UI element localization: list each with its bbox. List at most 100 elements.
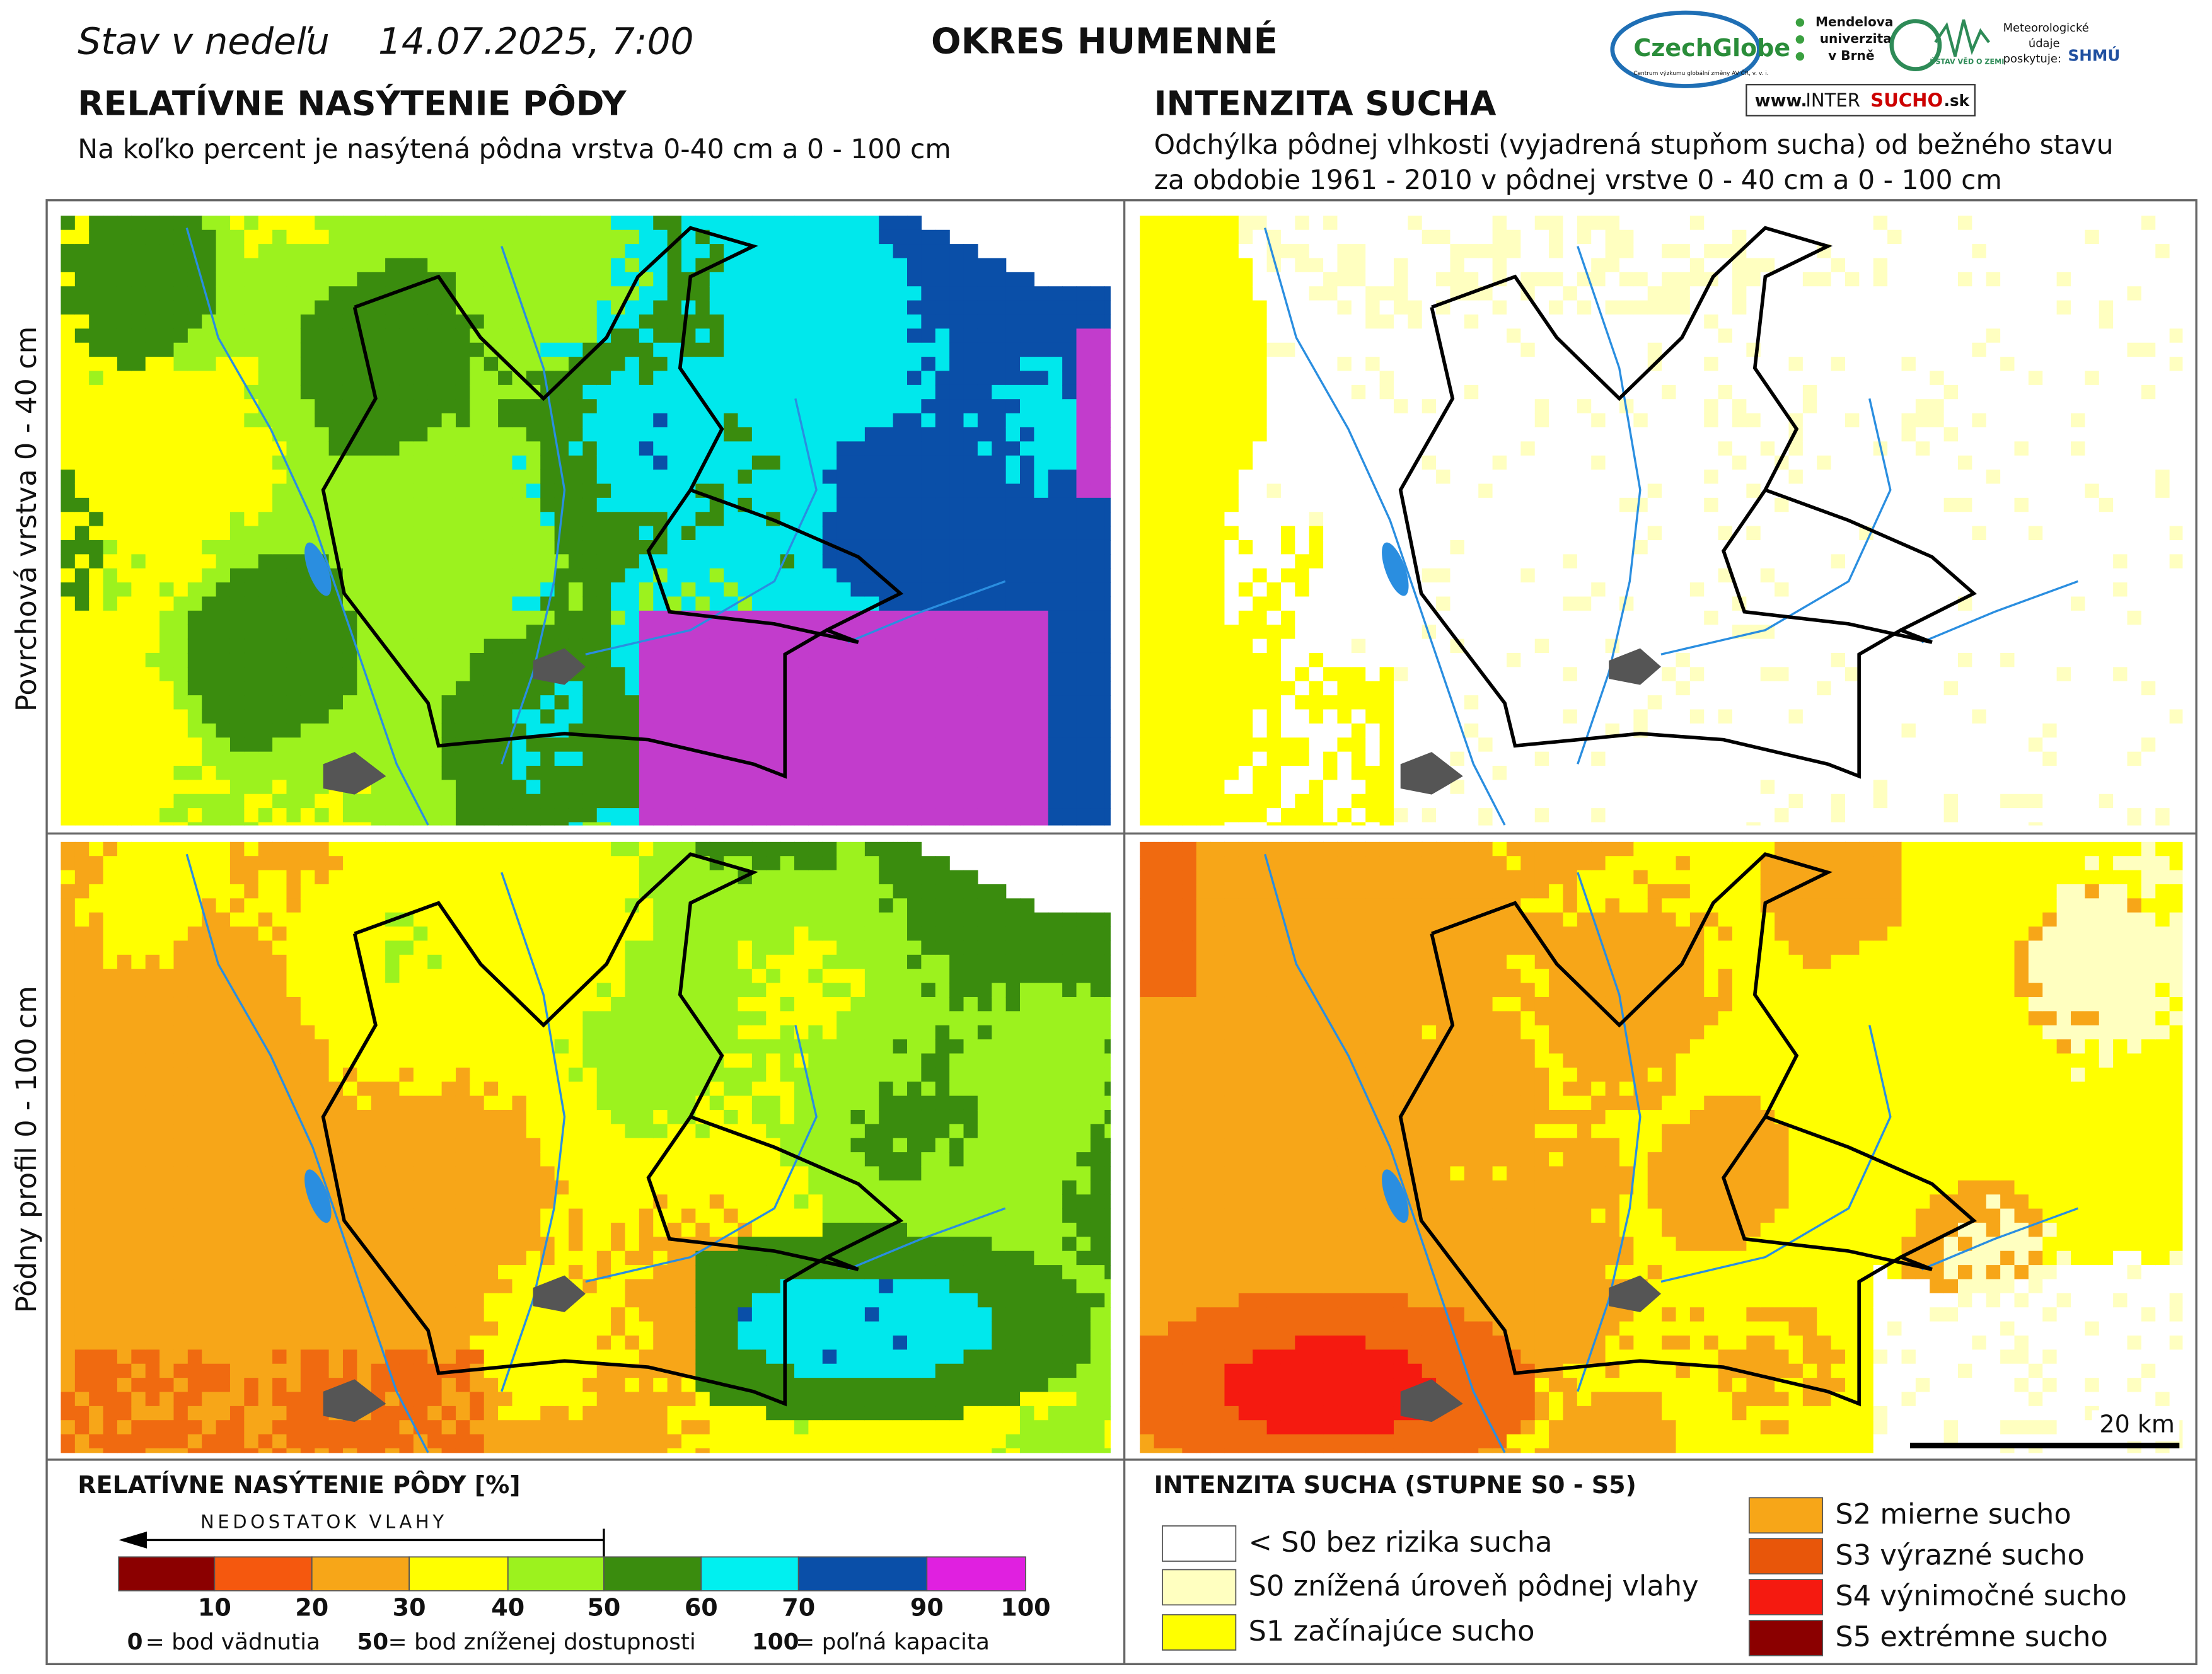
map-cell [1492, 342, 1507, 357]
map-cell [159, 737, 175, 753]
map-cell [74, 568, 90, 583]
map-cell [977, 328, 992, 343]
map-cell [229, 638, 245, 654]
map-cell [1662, 794, 1677, 809]
map-cell [315, 652, 330, 668]
map-cell [992, 483, 1007, 499]
map-cell [992, 596, 1007, 611]
map-cell [822, 808, 837, 823]
map-cell [1154, 427, 1169, 442]
map-cell [187, 667, 202, 682]
map-cell [173, 512, 188, 527]
map-cell [131, 470, 146, 485]
map-cell [568, 229, 584, 245]
map-cell [1154, 526, 1169, 541]
town [323, 752, 386, 795]
map-cell [1591, 244, 1606, 259]
map-cell [625, 638, 640, 654]
map-cell [1506, 667, 1522, 682]
map-cell [639, 822, 654, 826]
map-cell [159, 568, 175, 583]
map-cell [1076, 667, 1091, 682]
map-cell [1154, 638, 1169, 654]
map-cell [1379, 582, 1394, 597]
map-cell [1662, 667, 1677, 682]
map-cell [1280, 399, 1296, 414]
map-cell [625, 540, 640, 555]
map-cell [61, 638, 76, 654]
map-cell [399, 625, 414, 640]
map-cell [498, 695, 513, 710]
map-cell [244, 540, 259, 555]
map-cell [413, 709, 428, 724]
map-cell [1224, 314, 1239, 330]
map-cell [117, 568, 132, 583]
map-cell [74, 413, 90, 428]
map-cell [907, 413, 922, 428]
map-cell [724, 780, 739, 795]
map-cell [1253, 737, 1268, 753]
map-cell [173, 314, 188, 330]
map-cell [258, 766, 273, 781]
map-cell [1605, 638, 1620, 654]
map-cell [596, 384, 611, 400]
map-cell [1167, 413, 1183, 428]
map-cell [455, 638, 471, 654]
map-cell [1464, 229, 1479, 245]
map-cell [738, 413, 753, 428]
map-cell [1534, 455, 1549, 470]
map-cell [1048, 737, 1063, 753]
map-cell [850, 652, 866, 668]
map-cell [202, 216, 217, 231]
map-cell [1309, 568, 1324, 583]
map-cell [357, 596, 372, 611]
map-cell [342, 371, 358, 386]
map-cell [173, 244, 188, 259]
map-cell [1408, 427, 1423, 442]
map-cell [244, 582, 259, 597]
map-cell [1478, 794, 1493, 809]
map-cell [1224, 441, 1239, 456]
map-cell [385, 526, 400, 541]
map-cell [315, 596, 330, 611]
map-cell [1365, 822, 1381, 826]
map-cell [1492, 596, 1507, 611]
map-cell [286, 328, 301, 343]
map-cell [1351, 596, 1366, 611]
map-cell [780, 737, 795, 753]
map-cell [74, 794, 90, 809]
map-cell [653, 652, 668, 668]
map-cell [1676, 399, 1691, 414]
map-cell [949, 638, 964, 654]
map-cell [738, 371, 753, 386]
map-cell [1062, 413, 1077, 428]
map-cell [780, 441, 795, 456]
map-cell [131, 737, 146, 753]
map-cell [963, 822, 978, 826]
map-cell [864, 526, 879, 541]
map-cell [74, 667, 90, 682]
map-cell [1619, 244, 1635, 259]
map-cell [371, 455, 386, 470]
map-cell [1020, 314, 1035, 330]
map-cell [441, 229, 456, 245]
map-cell [1323, 413, 1338, 428]
map-cell [484, 328, 499, 343]
map-cell [145, 314, 160, 330]
map-cell [611, 216, 626, 231]
map-cell [738, 625, 753, 640]
map-cell [582, 808, 598, 823]
map-cell [1534, 413, 1549, 428]
map-cell [1619, 512, 1635, 527]
map-cell [1506, 582, 1522, 597]
map-cell [484, 638, 499, 654]
map-cell [399, 568, 414, 583]
map-cell [61, 751, 76, 766]
map-cell [1549, 794, 1564, 809]
map-cell [949, 512, 964, 527]
map-cell [74, 328, 90, 343]
map-cell [921, 723, 936, 738]
map-cell [1104, 681, 1111, 696]
map-cell [159, 441, 175, 456]
map-cell [1253, 681, 1268, 696]
